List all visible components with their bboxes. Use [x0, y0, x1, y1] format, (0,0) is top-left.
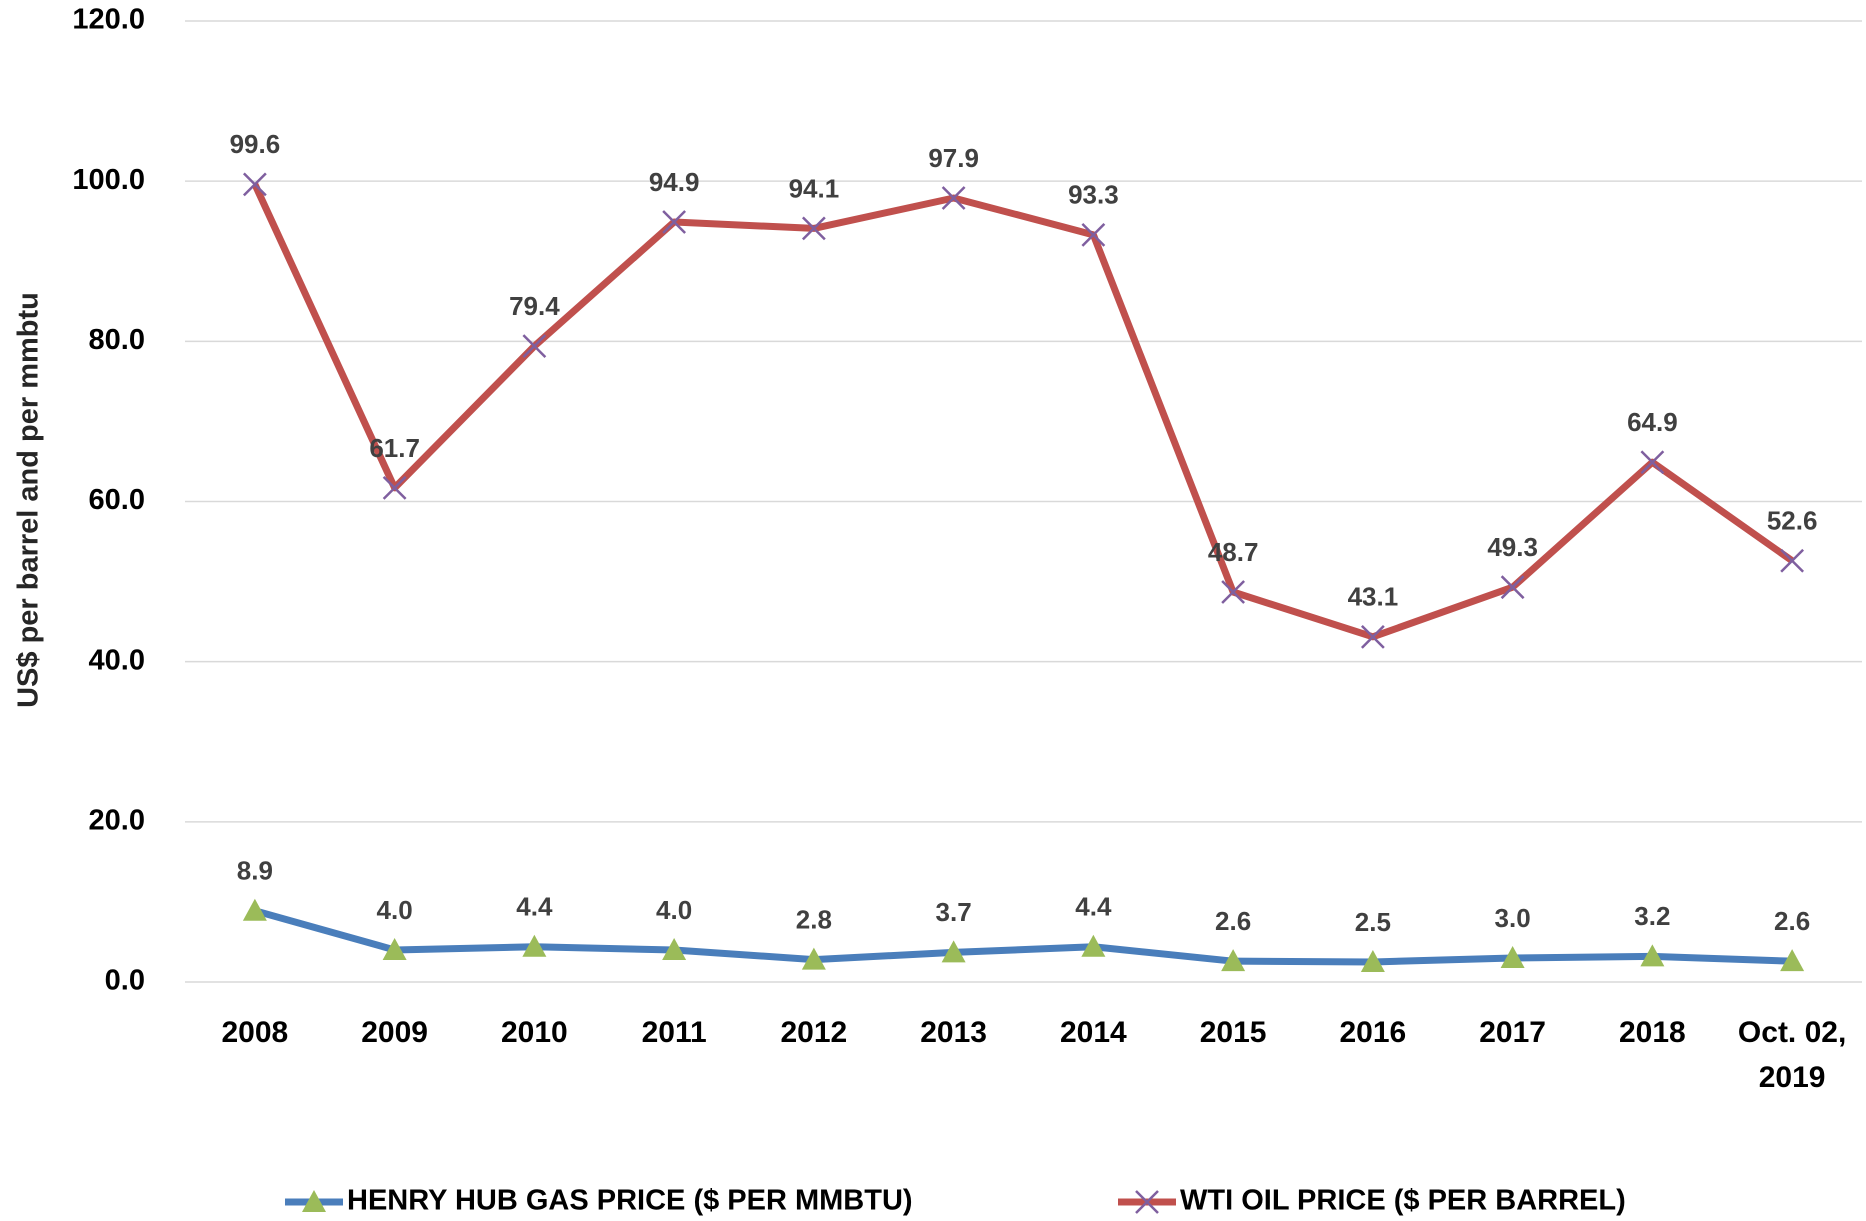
marker: [801, 947, 826, 970]
x-tick-label: 2010: [501, 1016, 568, 1049]
x-tick-label: 2018: [1619, 1016, 1686, 1049]
marker-x: [242, 172, 267, 197]
x-tick-label: 2013: [920, 1016, 987, 1049]
data-label: 4.4: [516, 892, 553, 922]
marker-x: [1780, 548, 1805, 573]
marker: [1500, 575, 1525, 600]
y-axis-label: US$ per barrel and per mmbtu: [13, 292, 45, 708]
marker-x: [1500, 575, 1525, 600]
marker: [1780, 949, 1805, 972]
marker: [1081, 222, 1106, 247]
marker-x: [941, 186, 966, 210]
x-tick-label: 2014: [1060, 1016, 1127, 1049]
marker: [941, 186, 966, 210]
marker: [522, 334, 547, 359]
data-label: 2.8: [796, 904, 832, 934]
y-tick-label: 20.0: [89, 804, 145, 836]
marker-x: [801, 216, 826, 241]
marker: [662, 210, 687, 234]
x-tick-label: 2011: [641, 1016, 707, 1049]
data-label: 49.3: [1487, 532, 1538, 562]
x-tick-label: 2012: [780, 1016, 848, 1049]
data-label: 43.1: [1348, 582, 1399, 612]
marker: [382, 937, 407, 960]
marker: [1221, 949, 1246, 972]
legend-label: HENRY HUB GAS PRICE ($ PER MMBTU): [347, 1185, 913, 1217]
data-label: 2.6: [1774, 906, 1810, 936]
marker: [801, 216, 826, 241]
marker: [382, 476, 407, 500]
data-label: 2.6: [1215, 906, 1251, 936]
x-tick-label: 2017: [1479, 1016, 1546, 1049]
marker: [1081, 934, 1106, 957]
data-label: 97.9: [928, 143, 979, 173]
marker-x: [1221, 580, 1246, 604]
marker: [1360, 624, 1385, 649]
marker: [941, 940, 966, 963]
y-tick-label: 100.0: [72, 164, 145, 196]
marker: [1221, 580, 1246, 604]
data-label: 3.0: [1495, 903, 1531, 933]
marker: [522, 934, 547, 957]
x-tick-label: Oct. 02, 2019: [1737, 1016, 1847, 1094]
marker: [1780, 548, 1805, 573]
x-tick-label: 2008: [221, 1016, 289, 1049]
series: 99.6 61.7 79.4 94.9 94.1 97.9 93.3 48.7 43.1 49.3…: [230, 129, 1818, 649]
legend-label: WTI OIL PRICE ($ PER BARREL): [1180, 1185, 1626, 1217]
y-tick-label: 60.0: [89, 484, 145, 516]
data-label: 48.7: [1208, 537, 1259, 567]
data-label: 93.3: [1068, 180, 1119, 210]
data-label: 3.7: [936, 897, 972, 927]
marker-x: [1081, 222, 1106, 247]
data-label: 2.5: [1355, 907, 1391, 937]
marker: [1360, 949, 1385, 972]
x-tick-label: 2016: [1339, 1016, 1407, 1049]
marker-x: [662, 210, 687, 234]
marker: [1640, 450, 1665, 475]
series-line: [251, 182, 1795, 641]
data-label: 8.9: [237, 856, 273, 886]
data-label: 3.2: [1634, 901, 1670, 931]
y-tick-label: 120.0: [72, 4, 145, 36]
series: 8.9 4.0 4.4 4.0 2.8 3.7 4.4 2.6 2.5 3.0 3.2 2.6: [237, 856, 1810, 972]
data-label: 64.9: [1627, 407, 1678, 437]
data-label: 52.6: [1767, 506, 1818, 536]
marker: [302, 1190, 326, 1212]
y-tick-label: 0.0: [105, 965, 145, 997]
data-label: 99.6: [230, 129, 281, 159]
marker-x: [522, 334, 547, 359]
data-label: 94.1: [789, 173, 840, 203]
data-label: 4.4: [1075, 892, 1112, 922]
data-label: 61.7: [369, 433, 420, 463]
x-tick-label: 2009: [361, 1016, 428, 1049]
marker: [1640, 944, 1665, 967]
marker-x: [382, 476, 407, 500]
marker-x: [1135, 1190, 1159, 1214]
data-label: 4.0: [656, 895, 692, 925]
marker: [242, 898, 267, 921]
y-tick-label: 40.0: [89, 644, 145, 676]
x-tick-label: 2015: [1199, 1016, 1267, 1049]
data-label: 79.4: [509, 291, 560, 321]
marker-x: [1360, 624, 1385, 649]
marker: [662, 937, 687, 960]
series-line: [253, 907, 1793, 966]
y-tick-label: 80.0: [89, 324, 145, 356]
data-label: 4.0: [377, 895, 413, 925]
marker-x: [1640, 450, 1665, 475]
marker: [1500, 945, 1525, 968]
marker: [242, 172, 267, 197]
marker: [1135, 1190, 1159, 1214]
data-label: 94.9: [649, 167, 700, 197]
